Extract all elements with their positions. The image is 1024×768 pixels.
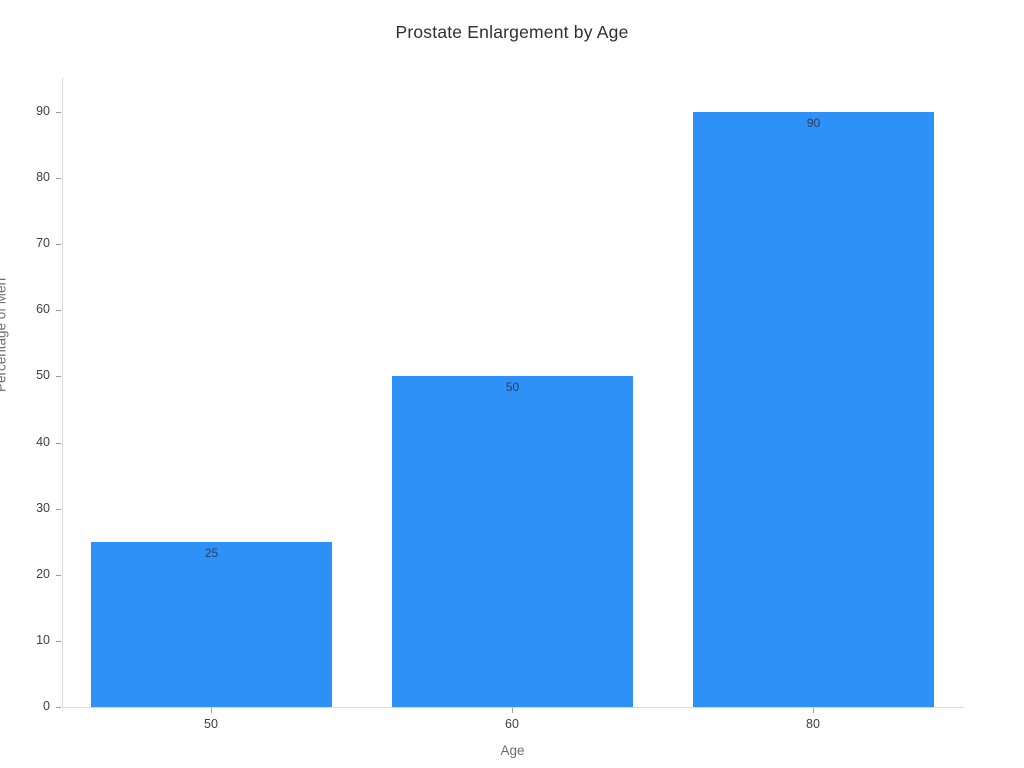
bar-age-80: 90 (693, 112, 934, 707)
y-tick-label: 30 (36, 501, 50, 515)
bar-value-label: 50 (505, 380, 520, 394)
y-tick-label: 50 (36, 368, 50, 382)
y-tick-mark (56, 112, 61, 113)
y-tick-label: 80 (36, 170, 50, 184)
bar-value-label: 25 (204, 546, 219, 560)
y-tick-label: 90 (36, 104, 50, 118)
y-tick-mark (56, 707, 61, 708)
x-tick-label: 50 (204, 717, 218, 731)
x-tick-label: 60 (505, 717, 519, 731)
y-tick-label: 40 (36, 435, 50, 449)
y-tick-mark (56, 310, 61, 311)
x-tick-mark (211, 708, 212, 713)
plot-area: 25 50 90 (62, 78, 964, 708)
y-axis-title: Percentage of Men (0, 277, 9, 392)
y-tick-mark (56, 376, 61, 377)
y-tick-mark (56, 575, 61, 576)
x-tick-label: 80 (806, 717, 820, 731)
bar-age-50: 25 (91, 542, 332, 707)
x-axis-title: Age (500, 743, 525, 758)
y-tick-label: 20 (36, 567, 50, 581)
y-tick-mark (56, 443, 61, 444)
y-tick-mark (56, 244, 61, 245)
x-tick-mark (813, 708, 814, 713)
chart-title: Prostate Enlargement by Age (395, 22, 629, 42)
y-tick-mark (56, 178, 61, 179)
bar-age-60: 50 (392, 376, 633, 707)
y-tick-label: 0 (43, 699, 50, 713)
y-tick-label: 60 (36, 302, 50, 316)
y-tick-mark (56, 641, 61, 642)
y-tick-label: 10 (36, 633, 50, 647)
x-tick-mark (512, 708, 513, 713)
bar-value-label: 90 (806, 116, 821, 130)
y-tick-mark (56, 509, 61, 510)
y-tick-label: 70 (36, 236, 50, 250)
